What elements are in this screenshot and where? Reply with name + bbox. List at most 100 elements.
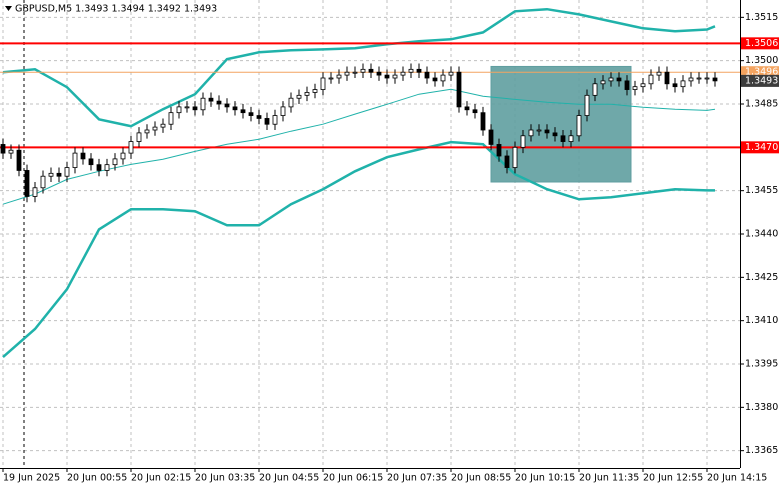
candle-body bbox=[464, 106, 470, 111]
candle-body bbox=[608, 77, 614, 82]
price-label: 1.3470 bbox=[745, 142, 778, 153]
candle-body bbox=[48, 172, 54, 177]
candle-body bbox=[216, 100, 222, 105]
x-tick-label: 20 Jun 12:55 bbox=[643, 473, 703, 484]
x-tick-label: 20 Jun 08:55 bbox=[451, 473, 511, 484]
candle-body bbox=[8, 149, 14, 154]
candle-body bbox=[512, 146, 518, 168]
candle-body bbox=[352, 71, 358, 74]
candle-body bbox=[496, 144, 502, 157]
indicator-line bbox=[2, 140, 715, 359]
price-label: 1.3506 bbox=[745, 38, 778, 49]
candle-body bbox=[24, 170, 30, 197]
candle-body bbox=[240, 109, 246, 114]
candle-body bbox=[248, 112, 254, 116]
y-tick-label: 1.3440 bbox=[745, 229, 778, 240]
y-tick-label: 1.3365 bbox=[745, 445, 778, 456]
candle-body bbox=[176, 106, 182, 114]
candle-body bbox=[560, 135, 566, 142]
candle-body bbox=[584, 94, 590, 116]
candle-body bbox=[288, 97, 294, 108]
candle-body bbox=[280, 106, 286, 116]
candle-body bbox=[712, 77, 718, 82]
candle-body bbox=[440, 74, 446, 82]
candle-body bbox=[64, 167, 70, 177]
candle-body bbox=[136, 132, 142, 142]
candle-body bbox=[320, 77, 326, 90]
candle-body bbox=[360, 68, 366, 73]
highlight-zone bbox=[490, 65, 632, 183]
y-tick-label: 1.3500 bbox=[745, 55, 778, 66]
candle-body bbox=[648, 74, 654, 85]
candle-body bbox=[112, 158, 118, 166]
candle-body bbox=[128, 141, 134, 154]
candle-body bbox=[424, 71, 430, 79]
candle-body bbox=[304, 92, 310, 96]
x-tick-label: 20 Jun 00:55 bbox=[67, 473, 127, 484]
candle-body bbox=[264, 118, 270, 125]
candle-body bbox=[568, 135, 574, 142]
candle-body bbox=[656, 71, 662, 76]
candle-body bbox=[528, 129, 534, 137]
candle-body bbox=[208, 97, 214, 102]
x-tick-label: 20 Jun 04:55 bbox=[259, 473, 319, 484]
candle-body bbox=[32, 187, 38, 197]
candle-body bbox=[544, 129, 550, 134]
candle-body bbox=[408, 68, 414, 73]
candle-body bbox=[552, 132, 558, 137]
candle-body bbox=[416, 68, 422, 73]
candle-body bbox=[96, 164, 102, 171]
y-tick-label: 1.3410 bbox=[745, 315, 778, 326]
candle-body bbox=[272, 115, 278, 125]
candle-body bbox=[80, 152, 86, 160]
y-tick-label: 1.3455 bbox=[745, 185, 778, 196]
x-tick-label: 20 Jun 14:15 bbox=[707, 473, 767, 484]
plot-area bbox=[0, 0, 740, 468]
candle-body bbox=[88, 158, 94, 166]
price-label-box bbox=[741, 141, 779, 154]
y-tick-label: 1.3515 bbox=[745, 12, 778, 23]
candle-body bbox=[672, 83, 678, 88]
candle-body bbox=[344, 71, 350, 76]
candle-body bbox=[192, 106, 198, 111]
candle-body bbox=[256, 115, 262, 119]
candle-body bbox=[336, 74, 342, 79]
candle-body bbox=[704, 77, 710, 80]
candle-body bbox=[632, 86, 638, 90]
price-label: 1.3496 bbox=[745, 67, 778, 78]
candle-body bbox=[200, 97, 206, 111]
candle-body bbox=[72, 152, 78, 168]
candle-body bbox=[680, 80, 686, 88]
candle-body bbox=[224, 103, 230, 108]
candle-body bbox=[624, 80, 630, 90]
indicator-line bbox=[2, 7, 716, 128]
candle-body bbox=[400, 71, 406, 76]
candle-body bbox=[168, 112, 174, 125]
candle-body bbox=[664, 71, 670, 85]
candle-body bbox=[696, 77, 702, 80]
x-tick-label: 20 Jun 02:15 bbox=[131, 473, 191, 484]
candle-body bbox=[40, 175, 46, 189]
candle-body bbox=[600, 80, 606, 85]
candle-body bbox=[480, 112, 486, 131]
price-label-box bbox=[741, 74, 779, 87]
menu-triangle[interactable] bbox=[5, 6, 12, 11]
candle-body bbox=[384, 74, 390, 79]
candle-body bbox=[448, 71, 454, 76]
candle-body bbox=[456, 71, 462, 108]
candle-body bbox=[368, 68, 374, 73]
x-tick-label: 20 Jun 10:15 bbox=[515, 473, 575, 484]
candle-body bbox=[472, 109, 478, 114]
x-tick-label: 20 Jun 06:15 bbox=[323, 473, 383, 484]
candle-body bbox=[392, 74, 398, 79]
candle-body bbox=[432, 77, 438, 82]
candle-body bbox=[104, 164, 110, 171]
y-tick-label: 1.3395 bbox=[745, 359, 778, 370]
price-label: 1.3493 bbox=[745, 75, 778, 86]
candle-body bbox=[0, 144, 6, 154]
candle-body bbox=[16, 149, 22, 171]
candle-body bbox=[328, 77, 334, 80]
candle-body bbox=[616, 77, 622, 82]
candle-body bbox=[144, 129, 150, 134]
candle-body bbox=[504, 155, 510, 168]
